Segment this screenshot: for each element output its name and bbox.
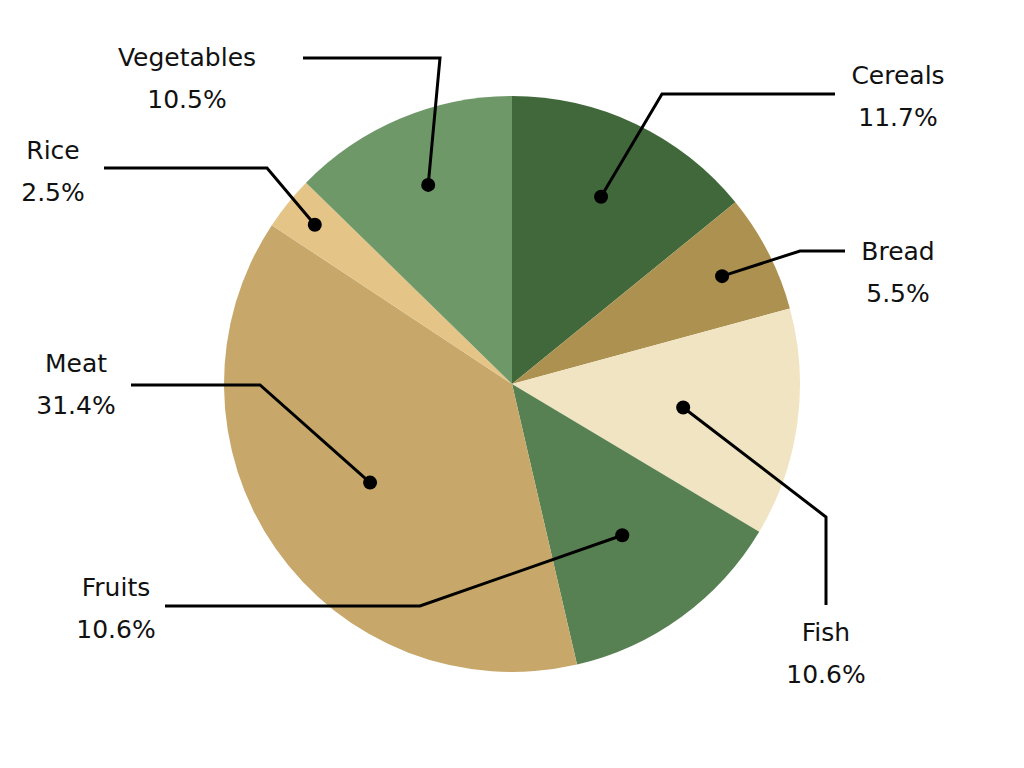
leader-dot: [715, 269, 729, 283]
slices: [224, 96, 800, 672]
value-label: 11.7%: [858, 103, 937, 132]
leader-line: [104, 168, 315, 225]
pie-slice: [306, 96, 512, 384]
leader-line: [683, 408, 826, 605]
value-label: 10.6%: [786, 660, 865, 689]
leader-dot: [615, 528, 629, 542]
value-label: 10.6%: [76, 615, 155, 644]
chart: Cereals 11.7% Bread 5.5% Fish 10.6% Fruits 10.6…: [0, 0, 1024, 768]
slice-label: Vegetables: [118, 43, 256, 72]
slice-label: Rice: [26, 136, 79, 165]
leader-line: [165, 535, 622, 606]
leader-dot: [421, 178, 435, 192]
value-label: 2.5%: [21, 178, 85, 207]
slice-label: Meat: [45, 349, 107, 378]
value-label: 5.5%: [866, 279, 930, 308]
slice-label: Bread: [861, 237, 934, 266]
leader-line: [303, 58, 440, 185]
leader-dot: [308, 218, 322, 232]
leader-line: [131, 385, 370, 483]
value-label: 31.4%: [36, 391, 115, 420]
leader-dot: [363, 476, 377, 490]
leader-line: [601, 94, 835, 197]
labels: Cereals 11.7% Bread 5.5% Fish 10.6% Fruits 10.6…: [21, 43, 944, 689]
leader-line: [722, 251, 845, 276]
value-label: 10.5%: [147, 85, 226, 114]
slice-label: Fruits: [82, 573, 150, 602]
leader-dot: [594, 190, 608, 204]
slice-label: Cereals: [851, 61, 944, 90]
slice-label: Fish: [802, 618, 850, 647]
leader-dot: [676, 401, 690, 415]
